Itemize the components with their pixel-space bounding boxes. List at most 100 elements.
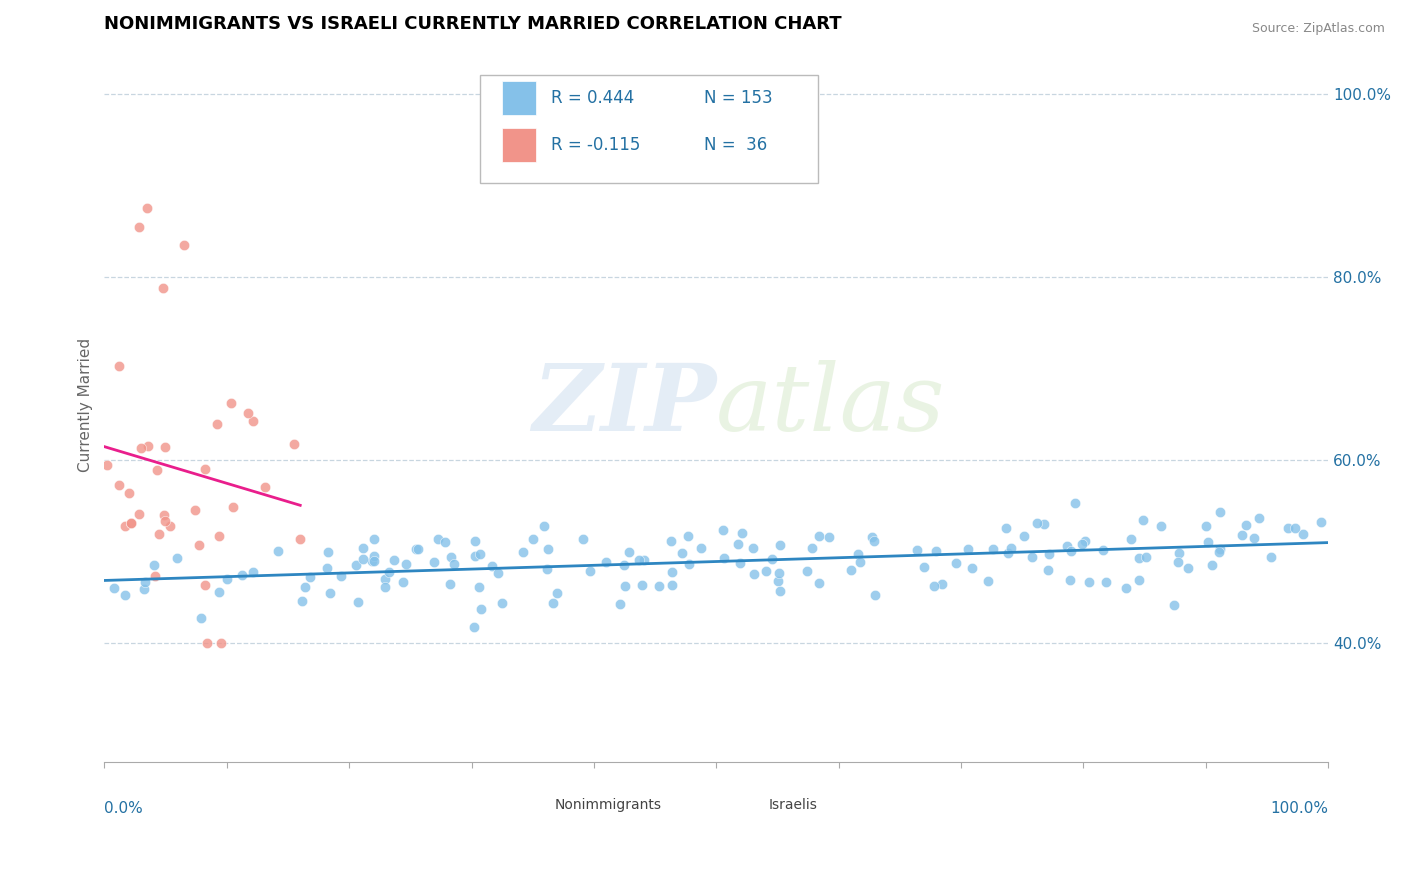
Point: [209, 636, 232, 650]
Point: [1095, 574, 1118, 589]
Point: [468, 580, 491, 594]
Point: [755, 564, 778, 578]
Point: [205, 417, 228, 431]
Point: [994, 521, 1017, 535]
Point: [1071, 537, 1094, 551]
Point: [727, 537, 749, 551]
Point: [464, 549, 486, 563]
FancyBboxPatch shape: [502, 128, 536, 161]
Point: [128, 219, 150, 234]
Point: [120, 516, 142, 530]
Point: [997, 546, 1019, 560]
Point: [1059, 573, 1081, 587]
Point: [118, 486, 141, 500]
Point: [1036, 563, 1059, 577]
Point: [1292, 527, 1315, 541]
Point: [924, 544, 946, 558]
Point: [422, 555, 444, 569]
Point: [1243, 531, 1265, 545]
Point: [103, 582, 125, 596]
Point: [96, 458, 118, 472]
Text: 100.0%: 100.0%: [1270, 801, 1329, 816]
Point: [1128, 550, 1150, 565]
Y-axis label: Currently Married: Currently Married: [79, 338, 93, 472]
Point: [443, 558, 465, 572]
Point: [363, 533, 385, 547]
Point: [159, 519, 181, 533]
Point: [129, 441, 152, 455]
Point: [671, 546, 693, 560]
Point: [360, 553, 382, 567]
Point: [134, 575, 156, 590]
Point: [108, 478, 131, 492]
Point: [977, 574, 1000, 588]
Text: R = 0.444: R = 0.444: [551, 89, 634, 107]
Point: [427, 532, 450, 546]
Point: [464, 534, 486, 549]
Point: [769, 538, 792, 552]
Point: [145, 463, 167, 477]
Point: [678, 557, 700, 571]
Point: [1115, 582, 1137, 596]
Point: [839, 563, 862, 577]
Text: 0.0%: 0.0%: [104, 801, 143, 816]
Point: [1249, 511, 1271, 525]
Text: Israelis: Israelis: [769, 797, 818, 812]
Point: [486, 566, 509, 580]
FancyBboxPatch shape: [479, 75, 818, 183]
Point: [1092, 543, 1115, 558]
Text: N = 153: N = 153: [704, 89, 773, 107]
Point: [468, 547, 491, 561]
Point: [1167, 555, 1189, 569]
Point: [512, 545, 534, 559]
Point: [1236, 518, 1258, 533]
Point: [231, 568, 253, 582]
Point: [631, 577, 654, 591]
Point: [207, 529, 229, 543]
Point: [766, 574, 789, 588]
Point: [188, 538, 211, 552]
Point: [1195, 519, 1218, 533]
Point: [628, 552, 651, 566]
Point: [546, 586, 568, 600]
Point: [713, 551, 735, 566]
Point: [363, 549, 385, 564]
Point: [728, 556, 751, 570]
Point: [1284, 521, 1306, 535]
Point: [242, 565, 264, 579]
Text: N =  36: N = 36: [704, 136, 768, 153]
Point: [609, 597, 631, 611]
Point: [194, 462, 217, 476]
Point: [363, 554, 385, 568]
FancyBboxPatch shape: [508, 794, 543, 822]
Point: [1056, 539, 1078, 553]
Point: [344, 558, 367, 572]
Point: [678, 529, 700, 543]
Point: [470, 601, 492, 615]
Point: [962, 561, 984, 575]
Point: [522, 532, 544, 546]
Point: [1197, 535, 1219, 549]
Point: [863, 533, 886, 548]
Point: [134, 582, 156, 597]
Point: [957, 541, 980, 556]
Point: [374, 580, 396, 594]
Point: [173, 238, 195, 252]
Point: [848, 555, 870, 569]
Point: [408, 542, 430, 557]
Point: [143, 558, 166, 572]
Point: [136, 202, 159, 216]
Point: [347, 595, 370, 609]
Point: [1163, 598, 1185, 612]
Point: [1119, 532, 1142, 546]
Point: [463, 620, 485, 634]
Point: [711, 523, 734, 537]
Point: [290, 532, 312, 546]
Point: [1177, 560, 1199, 574]
Text: ZIP: ZIP: [531, 360, 716, 450]
Point: [315, 561, 337, 575]
Point: [153, 508, 176, 523]
Point: [299, 570, 322, 584]
Point: [1074, 533, 1097, 548]
Point: [1260, 550, 1282, 565]
